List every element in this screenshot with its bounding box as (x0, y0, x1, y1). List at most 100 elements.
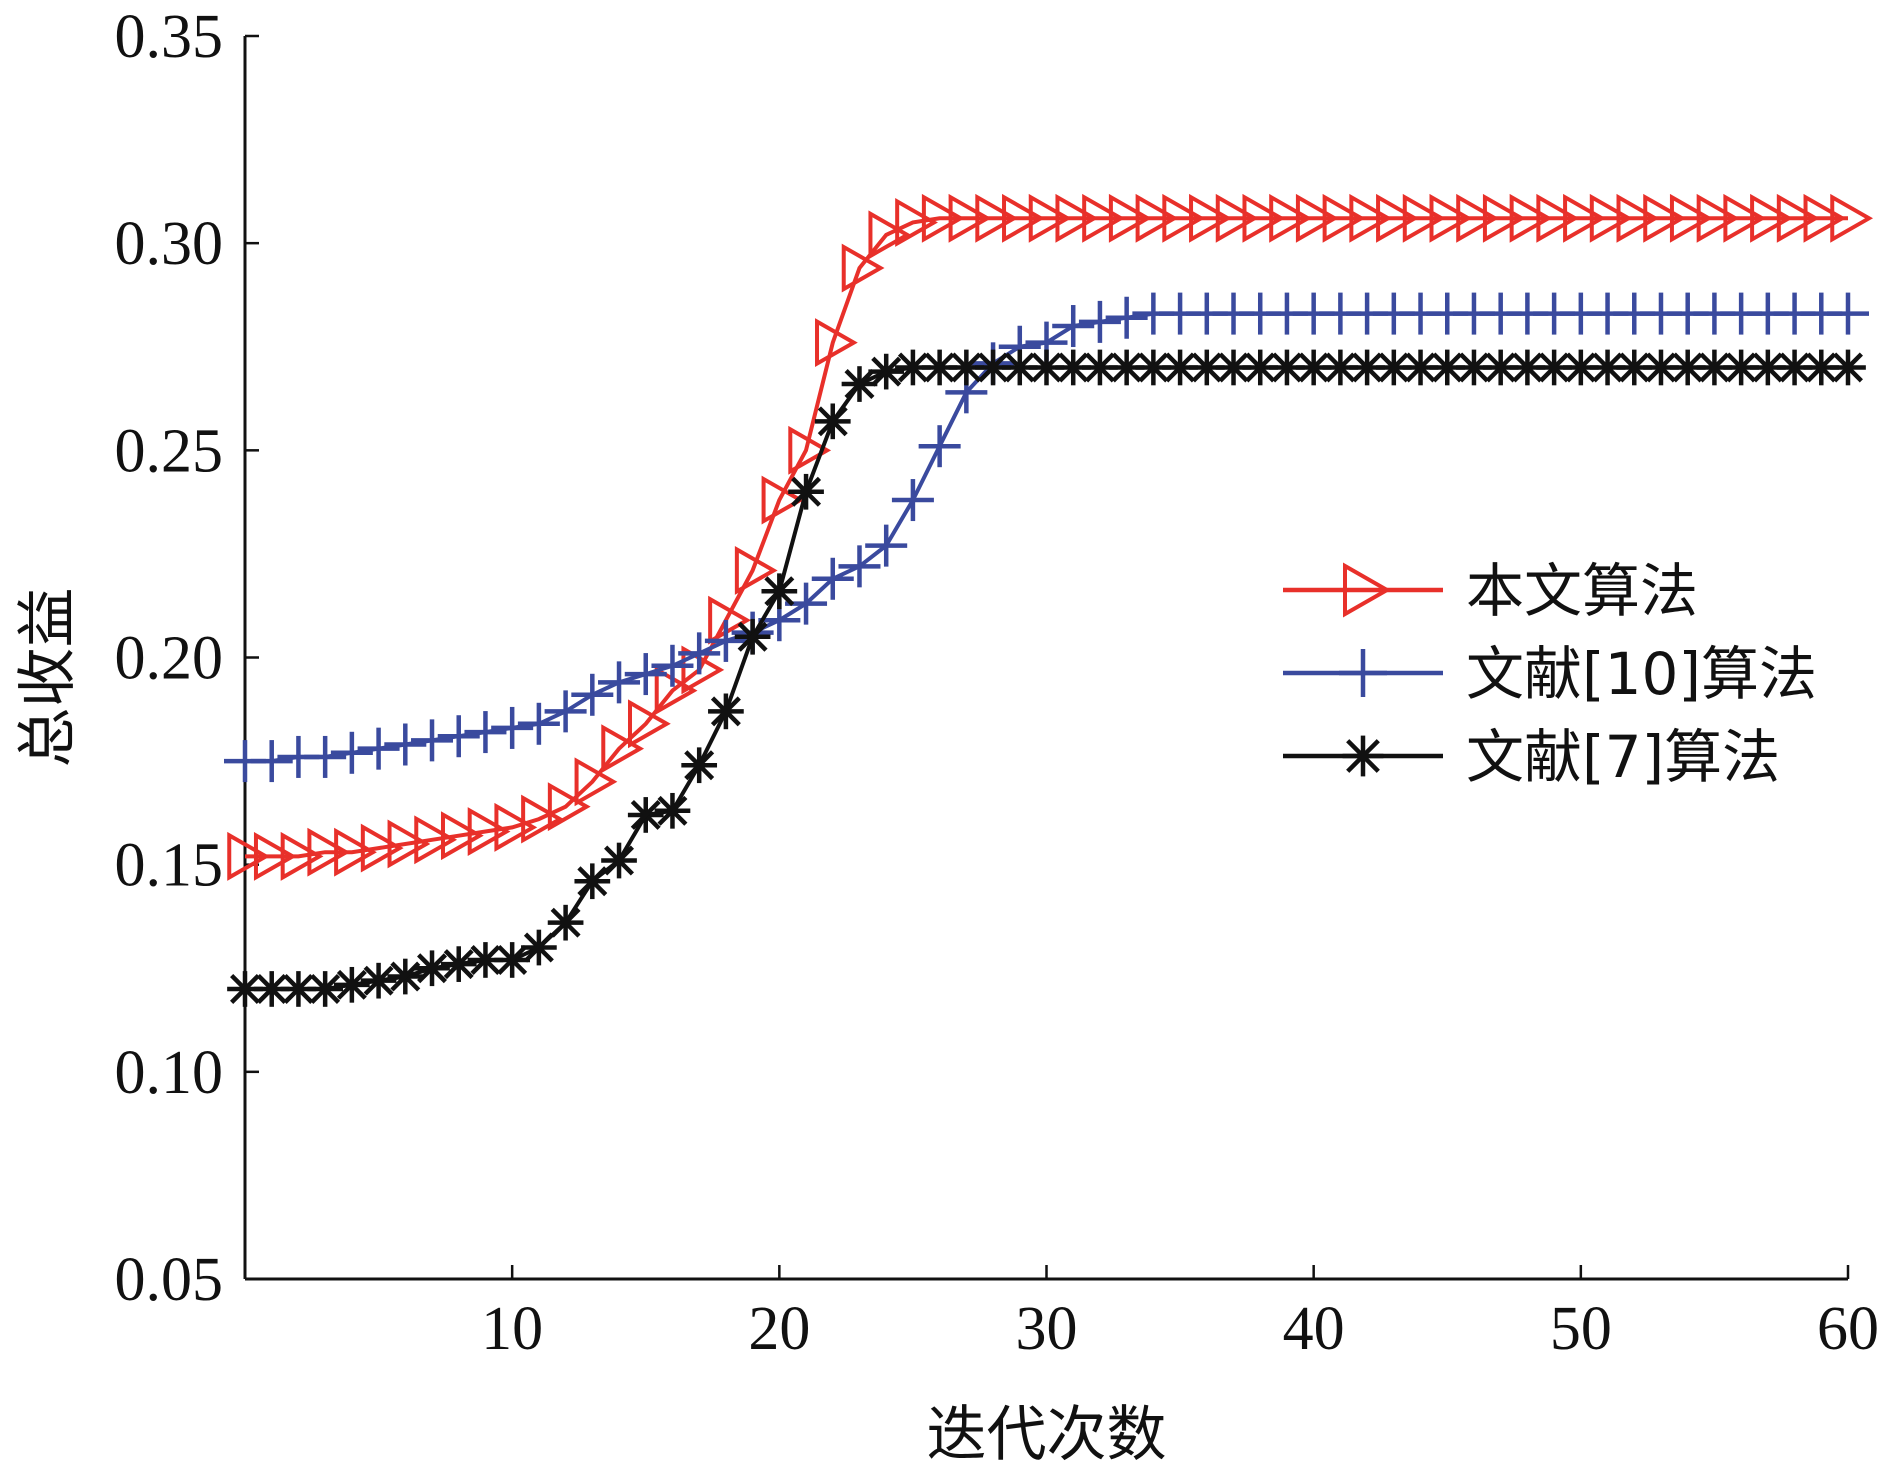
data-point (334, 827, 377, 877)
data-point-d2 (1833, 352, 1863, 383)
data-point-d2 (630, 799, 661, 830)
data-point-d2 (871, 356, 902, 387)
data-point (517, 702, 560, 745)
data-point (1669, 349, 1706, 386)
data-point-d2 (1432, 352, 1463, 383)
data-point-d2 (283, 973, 314, 1004)
y-axis-title: 总收益 (13, 588, 83, 768)
data-point-d2 (1004, 352, 1035, 383)
series-3 (227, 349, 1866, 1007)
data-point (307, 971, 343, 1007)
series-line (245, 216, 1848, 859)
series-layer (224, 193, 1874, 1007)
data-point (708, 595, 751, 645)
data-point (1295, 193, 1339, 243)
data-point (811, 557, 854, 600)
data-point (387, 958, 424, 995)
data-point (1135, 349, 1172, 386)
data-point (414, 950, 450, 987)
data-point (948, 193, 992, 243)
data-point-d2 (363, 965, 394, 996)
data-point (494, 942, 531, 978)
data-point-d2 (497, 944, 528, 975)
data-point-d2 (924, 352, 955, 383)
data-point (544, 690, 587, 733)
data-point (628, 699, 671, 749)
data-point (627, 797, 664, 833)
data-point-d2 (1779, 352, 1810, 383)
data-point-d2 (230, 973, 260, 1004)
x-tick-label: 10 (481, 1295, 543, 1363)
data-point (1696, 193, 1740, 243)
x-tick-label: 50 (1550, 1295, 1612, 1363)
data-point (654, 666, 698, 716)
data-point-d2 (1084, 352, 1115, 383)
data-point-d2 (1271, 352, 1302, 383)
data-point (1563, 193, 1606, 243)
data-point (788, 473, 824, 510)
data-point-d2 (1405, 352, 1436, 383)
data-point (598, 661, 641, 704)
data-point (1589, 193, 1633, 243)
axes: 0.05 0.10 0.15 0.20 0.25 0.30 0.35 10 20 30 40 50 60 (115, 3, 1880, 1363)
data-point-d2 (550, 907, 581, 938)
data-point (1616, 193, 1660, 243)
x-tick-label: 60 (1817, 1295, 1879, 1363)
data-point-d2 (417, 953, 447, 984)
data-point (654, 792, 691, 829)
data-point (330, 731, 373, 774)
data-point (1322, 193, 1366, 243)
data-point (1343, 562, 1392, 618)
data-point (678, 632, 721, 675)
series-2 (224, 292, 1869, 783)
data-point (1723, 193, 1767, 243)
data-point (651, 644, 694, 687)
data-point (1295, 349, 1332, 386)
data-point (1429, 193, 1473, 243)
data-point (1536, 193, 1580, 243)
data-point (1162, 193, 1206, 243)
data-point (521, 794, 564, 844)
data-point-d2 (1512, 352, 1543, 383)
legend-label: 文献[7]算法 (1466, 723, 1780, 791)
data-point-d2 (1352, 352, 1383, 383)
data-point-d2 (336, 969, 367, 1000)
data-point (1135, 193, 1179, 243)
data-point-d2 (978, 352, 1009, 383)
data-point-d2 (1245, 352, 1276, 383)
data-point (624, 653, 667, 696)
data-point-d2 (791, 476, 822, 507)
data-point (1108, 193, 1152, 243)
data-point (838, 545, 881, 588)
data-point-d2 (1298, 352, 1329, 383)
data-point (1339, 649, 1387, 697)
data-point (437, 715, 480, 758)
data-point (1105, 296, 1148, 339)
data-point-d2 (1325, 352, 1356, 383)
series-1 (227, 193, 1874, 881)
data-point (868, 210, 912, 260)
data-point (360, 823, 404, 873)
data-point (841, 366, 878, 402)
data-point (334, 966, 370, 1003)
y-tick-label: 0.10 (115, 1039, 224, 1107)
data-point (384, 723, 427, 766)
data-point (1776, 193, 1820, 243)
data-point-d2 (951, 352, 982, 383)
data-point-d2 (817, 406, 848, 437)
data-point (227, 831, 271, 881)
data-point-d2 (310, 973, 341, 1004)
data-point (411, 719, 454, 762)
y-tick-label: 0.35 (115, 3, 224, 71)
data-point (921, 193, 965, 243)
data-point (253, 831, 297, 881)
data-point (1429, 349, 1466, 386)
data-point (704, 619, 747, 662)
legend-label: 本文算法 (1466, 557, 1698, 625)
data-point (1830, 349, 1866, 386)
data-point (761, 475, 805, 525)
data-point (467, 807, 511, 856)
data-point (494, 802, 538, 852)
data-point (841, 243, 885, 293)
